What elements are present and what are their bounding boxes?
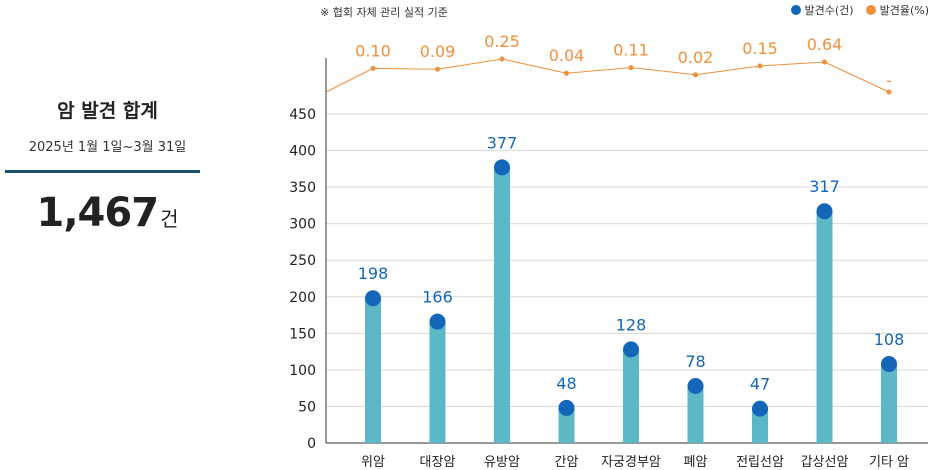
bar-3	[494, 167, 510, 444]
summary-period: 2025년 1월 1일~3월 31일	[28, 140, 187, 155]
y-tick-label: 150	[289, 326, 316, 342]
chart-note: ※ 협회 자체 관리 실적 기준	[320, 6, 448, 19]
bar-8	[816, 211, 833, 443]
bar-1	[365, 298, 381, 443]
rate-point-7	[757, 63, 763, 69]
y-tick-label: 250	[289, 253, 316, 269]
rate-label-8: 0.64	[807, 35, 843, 54]
rate-point-2	[435, 66, 440, 72]
y-tick-label: 0	[307, 436, 316, 452]
legend-item-rate: 발견율(%)	[865, 2, 929, 18]
bar-9	[881, 364, 897, 443]
legend-rate-dot	[865, 5, 876, 15]
rate-label-3: 0.25	[484, 32, 520, 51]
category-label-7: 전립선암	[736, 455, 784, 470]
summary-panel: 암 발견 합계 2025년 1월 1일~3월 31일 1,467 건	[0, 0, 215, 470]
category-label-6: 폐암	[684, 455, 708, 470]
summary-total: 1,467 건	[0, 190, 215, 236]
count-label-6: 78	[685, 352, 705, 371]
rate-point-6	[693, 72, 698, 78]
y-tick-label: 300	[289, 217, 316, 233]
legend-rate-label: 발견율(%)	[879, 4, 929, 17]
rate-label-4: 0.04	[549, 46, 585, 65]
bar-marker-3	[494, 159, 510, 176]
total-unit: 건	[160, 207, 179, 231]
bar-marker-4	[558, 399, 575, 416]
count-label-1: 198	[358, 264, 389, 283]
category-label-5: 자궁경부암	[601, 455, 661, 470]
rate-point-8	[822, 59, 827, 65]
rate-label-9: -	[886, 71, 892, 90]
total-count: 1,467	[36, 190, 160, 236]
rate-point-1	[370, 65, 376, 71]
rate-label-1: 0.10	[355, 41, 391, 60]
bar-marker-8	[816, 203, 833, 220]
legend-item-count: 발견수(건)	[790, 2, 854, 18]
rate-label-6: 0.02	[678, 48, 714, 67]
bar-marker-1	[365, 290, 381, 307]
count-label-4: 48	[556, 374, 576, 393]
y-tick-label: 350	[289, 180, 316, 196]
bar-7	[752, 408, 768, 443]
rate-label-2: 0.09	[420, 42, 456, 61]
count-label-2: 166	[422, 288, 453, 307]
bar-marker-7	[752, 400, 768, 417]
count-label-8: 317	[809, 177, 840, 196]
bar-4	[558, 407, 575, 443]
y-tick-label: 450	[289, 107, 316, 123]
category-label-8: 갑상선암	[801, 455, 849, 470]
count-label-3: 377	[487, 133, 518, 152]
count-label-7: 47	[750, 375, 770, 394]
legend-count-dot	[790, 5, 801, 15]
bar-2	[429, 321, 446, 443]
rate-line	[325, 58, 890, 93]
chart-legend: 발견수(건) 발견율(%)	[790, 2, 929, 18]
y-tick-label: 100	[289, 363, 316, 379]
bar-marker-2	[429, 313, 446, 330]
bar-marker-5	[623, 341, 639, 358]
category-label-9: 기타 암	[869, 455, 909, 470]
y-tick-label: 400	[289, 144, 316, 160]
legend-count-label: 발견수(건)	[804, 4, 854, 17]
count-label-5: 128	[616, 315, 647, 334]
y-tick-label: 200	[289, 290, 316, 306]
category-label-3: 유방암	[484, 455, 520, 470]
rate-point-3	[499, 56, 505, 62]
category-label-4: 간암	[555, 455, 579, 470]
bar-marker-6	[687, 377, 704, 394]
rate-point-5	[628, 65, 634, 71]
rate-point-9	[886, 89, 892, 95]
bar-5	[623, 349, 639, 443]
category-label-1: 위암	[361, 455, 385, 470]
count-label-9: 108	[874, 330, 905, 349]
rate-label-7: 0.15	[742, 39, 778, 58]
rate-label-5: 0.11	[613, 41, 649, 60]
summary-divider	[5, 170, 200, 173]
bar-marker-9	[881, 356, 897, 373]
rate-point-4	[564, 70, 569, 76]
category-label-2: 대장암	[420, 455, 456, 470]
summary-title: 암 발견 합계	[57, 100, 158, 122]
y-tick-label: 50	[298, 399, 316, 415]
bar-6	[687, 385, 704, 443]
